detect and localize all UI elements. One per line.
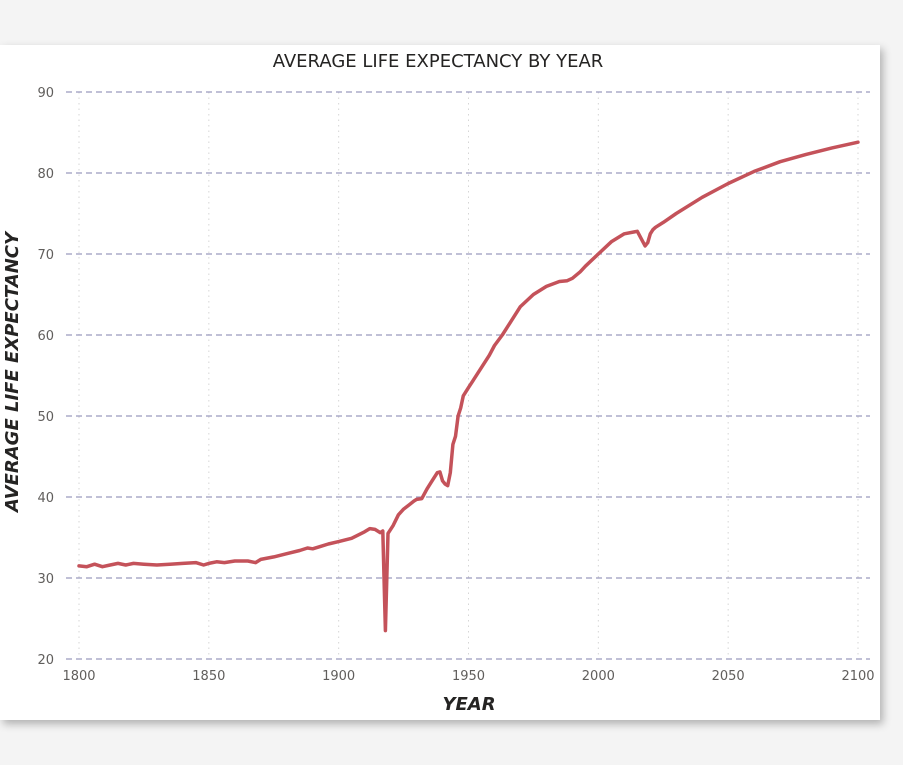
x-tick-label: 2000 [582, 669, 615, 684]
x-tick-label: 1800 [62, 669, 95, 684]
x-tick-label: 2100 [841, 669, 874, 684]
chart-title: AVERAGE LIFE EXPECTANCY BY YEAR [273, 51, 604, 72]
y-tick-label: 70 [37, 248, 54, 263]
line-chart: AVERAGE LIFE EXPECTANCY BY YEAR 20 30 40 50… [2, 51, 875, 715]
x-axis-ticks: 1800 1850 1900 1950 2000 2050 2100 [62, 669, 874, 684]
gridlines [66, 91, 870, 660]
y-tick-label: 60 [37, 329, 54, 344]
y-axis-ticks: 20 30 40 50 60 70 80 90 [37, 86, 54, 668]
x-axis-title: YEAR [442, 694, 495, 715]
y-axis-title: AVERAGE LIFE EXPECTANCY [2, 230, 23, 514]
x-tick-label: 1950 [452, 669, 485, 684]
y-tick-label: 50 [37, 410, 54, 425]
x-tick-label: 1850 [192, 669, 225, 684]
y-tick-label: 20 [37, 653, 54, 668]
y-tick-label: 30 [37, 572, 54, 587]
life-expectancy-line [77, 140, 860, 633]
chart-card: AVERAGE LIFE EXPECTANCY BY YEAR 20 30 40 50… [0, 45, 880, 720]
y-tick-label: 40 [37, 491, 54, 506]
x-tick-label: 2050 [712, 669, 745, 684]
y-tick-label: 90 [37, 86, 54, 101]
x-tick-label: 1900 [322, 669, 355, 684]
y-tick-label: 80 [37, 167, 54, 182]
